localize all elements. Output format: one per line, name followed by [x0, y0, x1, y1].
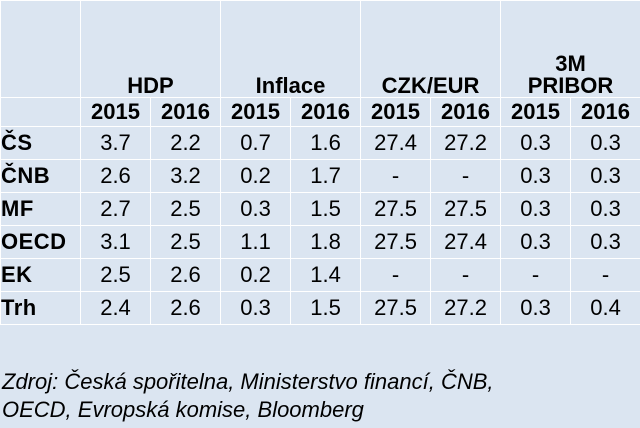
group-header-hdp: HDP: [79, 0, 222, 98]
table-cell: 27.4: [360, 126, 432, 160]
table-cell: 2.6: [80, 159, 151, 193]
year-header-row: 2015 2016 2015 2016 2015 2016 2015 2016: [0, 97, 640, 127]
table-cell: 1.4: [290, 258, 362, 292]
table-cell: 27.2: [430, 291, 502, 325]
table-row: MF 2.7 2.5 0.3 1.5 27.5 27.5 0.3 0.3: [0, 192, 640, 226]
year-header-corner: [0, 97, 81, 127]
table-cell: 2.2: [149, 126, 222, 160]
table-cell: 1.5: [290, 291, 362, 325]
group-header-pribor: 3M PRIBOR: [500, 0, 640, 98]
table-row: EK 2.5 2.6 0.2 1.4 - - - -: [0, 258, 640, 292]
table-cell: 1.5: [290, 192, 362, 226]
table-cell: 0.3: [500, 126, 572, 160]
table-cell: 0.3: [220, 192, 292, 226]
row-label: MF: [0, 192, 81, 226]
table-row: ČNB 2.6 3.2 0.2 1.7 - - 0.3 0.3: [0, 159, 640, 193]
table-cell: -: [360, 258, 432, 292]
table-cell: 2.5: [80, 258, 151, 292]
table-cell: 0.4: [570, 291, 640, 325]
table-cell: 2.4: [80, 291, 151, 325]
table-cell: 0.3: [220, 291, 292, 325]
group-header-line: 3M: [555, 51, 586, 76]
row-label: EK: [0, 258, 81, 292]
year-header-cell: 2015: [360, 97, 432, 127]
year-header-cell: 2015: [220, 97, 292, 127]
year-header-cell: 2015: [500, 97, 572, 127]
row-label: ČNB: [0, 159, 81, 193]
table-cell: 0.3: [500, 192, 572, 226]
group-header-line: PRIBOR: [527, 73, 614, 98]
table-cell: 0.2: [220, 258, 292, 292]
table-cell: 27.5: [360, 225, 432, 259]
table-cell: 1.6: [290, 126, 362, 160]
table-cell: -: [500, 258, 572, 292]
source-line: OECD, Evropská komise, Bloomberg: [2, 397, 364, 422]
table-cell: -: [430, 258, 502, 292]
table-cell: 2.7: [80, 192, 151, 226]
table-row: OECD 3.1 2.5 1.1 1.8 27.5 27.4 0.3 0.3: [0, 225, 640, 259]
table-cell: 0.3: [570, 159, 640, 193]
group-header-row: HDP Inflace CZK/EUR 3M PRIBOR: [0, 0, 640, 98]
table-cell: 3.7: [80, 126, 151, 160]
table-cell: -: [430, 159, 502, 193]
year-header-cell: 2016: [570, 97, 640, 127]
row-label: Trh: [0, 291, 81, 325]
group-header-line: Inflace: [255, 73, 326, 98]
table-cell: -: [360, 159, 432, 193]
year-header-cell: 2015: [80, 97, 151, 127]
table-cell: 0.3: [570, 225, 640, 259]
group-header-czk-eur: CZK/EUR: [360, 0, 502, 98]
table-cell: 0.3: [500, 159, 572, 193]
year-header-cell: 2016: [290, 97, 362, 127]
table-cell: 1.1: [220, 225, 292, 259]
year-header-cell: 2016: [149, 97, 222, 127]
table-row: Trh 2.4 2.6 0.3 1.5 27.5 27.2 0.3 0.4: [0, 291, 640, 325]
forecast-table: HDP Inflace CZK/EUR 3M PRIBOR 2015 2: [0, 0, 640, 325]
source-line: Zdroj: Česká spořitelna, Ministerstvo fi…: [2, 369, 494, 394]
corner-cell: [0, 0, 81, 98]
row-label: OECD: [0, 225, 81, 259]
group-header-line: HDP: [127, 73, 174, 98]
table-cell: 27.5: [360, 291, 432, 325]
group-header-line: CZK/EUR: [381, 73, 480, 98]
table-cell: 27.5: [360, 192, 432, 226]
table-cell: 27.5: [430, 192, 502, 226]
table-cell: 0.3: [500, 225, 572, 259]
table-cell: 2.6: [149, 291, 222, 325]
table-cell: 1.8: [290, 225, 362, 259]
table-cell: 0.7: [220, 126, 292, 160]
table-cell: 0.2: [220, 159, 292, 193]
table-cell: 3.1: [80, 225, 151, 259]
table-cell: 2.6: [149, 258, 222, 292]
group-header-inflace: Inflace: [220, 0, 362, 98]
table-cell: 0.3: [570, 192, 640, 226]
table-cell: 27.2: [430, 126, 502, 160]
source-note: Zdroj: Česká spořitelna, Ministerstvo fi…: [2, 368, 638, 424]
table-row: ČS 3.7 2.2 0.7 1.6 27.4 27.2 0.3 0.3: [0, 126, 640, 160]
year-header-cell: 2016: [430, 97, 502, 127]
table-cell: -: [570, 258, 640, 292]
table-cell: 0.3: [500, 291, 572, 325]
row-label: ČS: [0, 126, 81, 160]
table-cell: 1.7: [290, 159, 362, 193]
table-cell: 2.5: [149, 225, 222, 259]
table-cell: 3.2: [149, 159, 222, 193]
table-cell: 27.4: [430, 225, 502, 259]
table-cell: 2.5: [149, 192, 222, 226]
table-cell: 0.3: [570, 126, 640, 160]
